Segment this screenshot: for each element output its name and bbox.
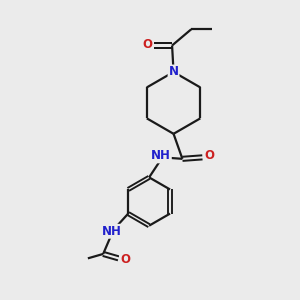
Text: NH: NH <box>102 225 122 238</box>
Text: O: O <box>204 149 214 162</box>
Text: O: O <box>142 38 152 50</box>
Text: NH: NH <box>151 149 171 162</box>
Text: N: N <box>169 65 178 79</box>
Text: O: O <box>120 253 130 266</box>
